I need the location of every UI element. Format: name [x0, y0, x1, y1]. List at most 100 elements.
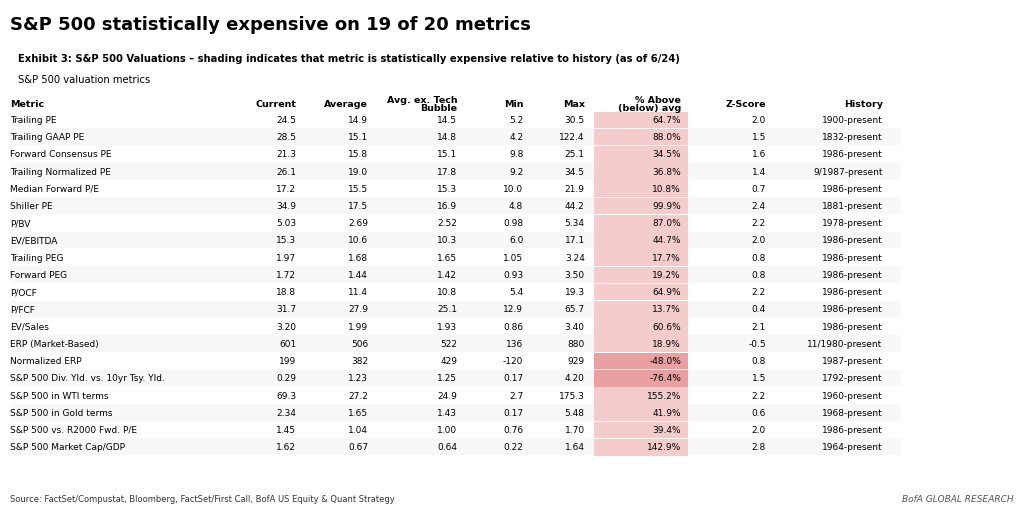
Text: Trailing PEG: Trailing PEG — [10, 254, 63, 263]
Text: 199: 199 — [280, 357, 297, 366]
Text: 26.1: 26.1 — [276, 168, 297, 177]
Text: Min: Min — [504, 100, 523, 109]
Text: 11.4: 11.4 — [348, 288, 369, 297]
Text: 0.17: 0.17 — [503, 374, 523, 383]
Text: P/BV: P/BV — [10, 219, 31, 229]
Text: 0.4: 0.4 — [752, 306, 766, 314]
Text: 175.3: 175.3 — [559, 391, 585, 401]
Text: S&P 500 valuation metrics: S&P 500 valuation metrics — [18, 75, 151, 85]
Text: (below) avg: (below) avg — [617, 104, 681, 114]
Text: 9.8: 9.8 — [509, 150, 523, 159]
Text: S&P 500 Market Cap/GDP: S&P 500 Market Cap/GDP — [10, 443, 125, 452]
Text: Median Forward P/E: Median Forward P/E — [10, 185, 99, 194]
Text: 25.1: 25.1 — [437, 306, 458, 314]
Text: S&P 500 in WTI terms: S&P 500 in WTI terms — [10, 391, 109, 401]
Text: 1986-present: 1986-present — [822, 288, 883, 297]
Text: 382: 382 — [351, 357, 369, 366]
Text: Shiller PE: Shiller PE — [10, 202, 53, 211]
Text: 506: 506 — [351, 340, 369, 349]
Text: 0.8: 0.8 — [752, 271, 766, 280]
Text: 14.5: 14.5 — [437, 116, 458, 125]
Text: 1.25: 1.25 — [437, 374, 458, 383]
Text: 0.93: 0.93 — [503, 271, 523, 280]
Text: 1968-present: 1968-present — [822, 409, 883, 418]
Text: 1986-present: 1986-present — [822, 236, 883, 246]
Text: 1900-present: 1900-present — [822, 116, 883, 125]
Text: 30.5: 30.5 — [564, 116, 585, 125]
Text: 14.8: 14.8 — [437, 133, 458, 142]
Text: 1.5: 1.5 — [752, 133, 766, 142]
Text: 1986-present: 1986-present — [822, 254, 883, 263]
Text: 1986-present: 1986-present — [822, 271, 883, 280]
Text: 15.8: 15.8 — [348, 150, 369, 159]
Text: 2.2: 2.2 — [752, 219, 766, 229]
Text: 3.40: 3.40 — [564, 323, 585, 331]
Text: 25.1: 25.1 — [564, 150, 585, 159]
Text: 44.2: 44.2 — [565, 202, 585, 211]
Text: 44.7%: 44.7% — [652, 236, 681, 246]
Text: 1.93: 1.93 — [437, 323, 458, 331]
Text: 0.98: 0.98 — [503, 219, 523, 229]
Text: 1986-present: 1986-present — [822, 185, 883, 194]
Text: 2.2: 2.2 — [752, 391, 766, 401]
Text: 39.4%: 39.4% — [652, 426, 681, 435]
Text: Source: FactSet/Compustat, Bloomberg, FactSet/First Call, BofA US Equity & Quant: Source: FactSet/Compustat, Bloomberg, Fa… — [10, 495, 395, 504]
Text: 21.9: 21.9 — [564, 185, 585, 194]
Text: 64.7%: 64.7% — [652, 116, 681, 125]
Text: 1.4: 1.4 — [752, 168, 766, 177]
Text: 5.34: 5.34 — [564, 219, 585, 229]
Text: 24.5: 24.5 — [276, 116, 297, 125]
Text: 155.2%: 155.2% — [646, 391, 681, 401]
Text: 1960-present: 1960-present — [822, 391, 883, 401]
Text: 1832-present: 1832-present — [822, 133, 883, 142]
Text: Forward Consensus PE: Forward Consensus PE — [10, 150, 112, 159]
Text: -0.5: -0.5 — [749, 340, 766, 349]
Text: 34.5: 34.5 — [564, 168, 585, 177]
Text: 0.64: 0.64 — [437, 443, 458, 452]
Text: Max: Max — [563, 100, 585, 109]
Text: Forward PEG: Forward PEG — [10, 271, 68, 280]
Text: 17.8: 17.8 — [437, 168, 458, 177]
Text: 1.04: 1.04 — [348, 426, 369, 435]
Text: 21.3: 21.3 — [276, 150, 297, 159]
Text: 1.68: 1.68 — [348, 254, 369, 263]
Text: 1.99: 1.99 — [348, 323, 369, 331]
Text: 17.5: 17.5 — [348, 202, 369, 211]
Text: S&P 500 Div. Yld. vs. 10yr Tsy. Yld.: S&P 500 Div. Yld. vs. 10yr Tsy. Yld. — [10, 374, 165, 383]
Text: 10.8: 10.8 — [437, 288, 458, 297]
Text: 0.22: 0.22 — [504, 443, 523, 452]
Text: 17.7%: 17.7% — [652, 254, 681, 263]
Text: 4.2: 4.2 — [509, 133, 523, 142]
Text: 4.20: 4.20 — [565, 374, 585, 383]
Text: 0.8: 0.8 — [752, 254, 766, 263]
Text: 929: 929 — [567, 357, 585, 366]
Text: 4.8: 4.8 — [509, 202, 523, 211]
Text: 3.24: 3.24 — [565, 254, 585, 263]
Text: 28.5: 28.5 — [276, 133, 297, 142]
Text: 1881-present: 1881-present — [822, 202, 883, 211]
Text: -48.0%: -48.0% — [649, 357, 681, 366]
Text: 1.00: 1.00 — [437, 426, 458, 435]
Text: 64.9%: 64.9% — [652, 288, 681, 297]
Text: ERP (Market-Based): ERP (Market-Based) — [10, 340, 99, 349]
Text: 601: 601 — [280, 340, 297, 349]
Text: 5.48: 5.48 — [564, 409, 585, 418]
Text: 19.3: 19.3 — [564, 288, 585, 297]
Text: S&P 500 in Gold terms: S&P 500 in Gold terms — [10, 409, 113, 418]
Text: 18.9%: 18.9% — [652, 340, 681, 349]
Text: 1.62: 1.62 — [276, 443, 297, 452]
Text: Current: Current — [255, 100, 297, 109]
Text: 14.9: 14.9 — [348, 116, 369, 125]
Text: 1986-present: 1986-present — [822, 306, 883, 314]
Text: 2.2: 2.2 — [752, 288, 766, 297]
Text: 99.9%: 99.9% — [652, 202, 681, 211]
Text: -76.4%: -76.4% — [649, 374, 681, 383]
Text: 11/1980-present: 11/1980-present — [808, 340, 883, 349]
Text: 0.8: 0.8 — [752, 357, 766, 366]
Text: 2.0: 2.0 — [752, 116, 766, 125]
Text: 2.1: 2.1 — [752, 323, 766, 331]
Text: 60.6%: 60.6% — [652, 323, 681, 331]
Text: Avg. ex. Tech: Avg. ex. Tech — [387, 96, 458, 105]
Text: 1792-present: 1792-present — [822, 374, 883, 383]
Text: 1986-present: 1986-present — [822, 150, 883, 159]
